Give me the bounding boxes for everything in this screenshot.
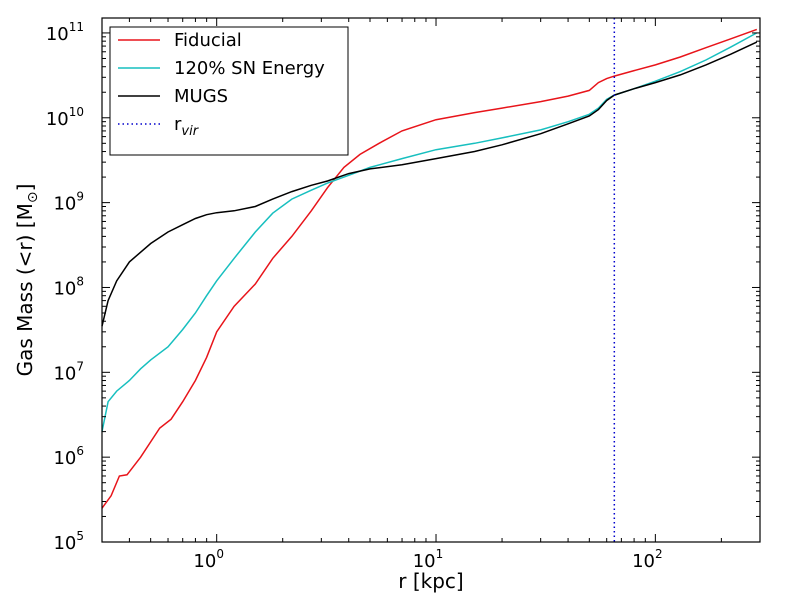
plot-area-frame — [101, 17, 761, 543]
y-tick-label: 1011 — [46, 20, 84, 45]
y-axis-label-main: Gas Mass (<r) [M — [13, 203, 37, 376]
legend-label-0: Fiducial — [174, 30, 242, 51]
x-axis-label: r [kpc] — [398, 569, 463, 593]
y-axis-label: Gas Mass (<r) [M⊙] — [13, 184, 41, 377]
series-line-0 — [101, 28, 758, 509]
x-tick-label: 100 — [193, 547, 224, 572]
y-tick-label: 107 — [53, 359, 84, 384]
legend-label-1: 120% SN Energy — [174, 58, 325, 79]
tick-labels: 100 101 102 105 106 107 108 109 1010 1011 — [46, 20, 663, 572]
y-tick-label: 109 — [53, 190, 84, 215]
series-line-2 — [101, 41, 758, 327]
legend-label-rvir: rvir — [174, 114, 200, 139]
y-tick-label: 106 — [53, 444, 84, 469]
legend-label-2: MUGS — [174, 86, 228, 107]
y-axis-label-close: ] — [13, 184, 37, 192]
ticks-layer — [101, 18, 761, 543]
y-tick-label: 108 — [53, 274, 84, 299]
y-tick-label: 1010 — [46, 105, 84, 130]
series-layer — [101, 28, 758, 509]
x-tick-label: 101 — [413, 547, 444, 572]
legend: Fiducial 120% SN Energy MUGS rvir — [109, 26, 349, 156]
legend-box — [109, 26, 349, 156]
x-tick-label: 102 — [632, 547, 663, 572]
y-axis-label-subscript: ⊙ — [25, 191, 41, 203]
y-tick-label: 105 — [53, 529, 84, 554]
